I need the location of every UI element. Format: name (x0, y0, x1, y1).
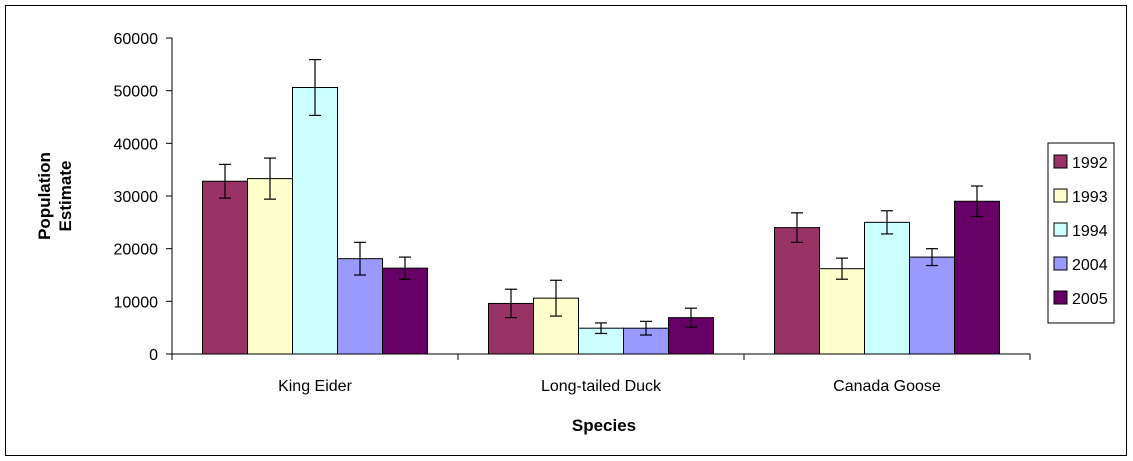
bar-2005-2 (954, 200, 1000, 355)
bar-1994-0 (292, 87, 338, 355)
legend-swatch-1993 (1053, 188, 1068, 203)
y-tick-label-5: 50000 (114, 84, 159, 101)
legend-swatch-2005 (1053, 290, 1068, 305)
bar-2004-2 (909, 256, 955, 355)
x-tick-label-2: Canada Goose (833, 378, 941, 395)
bar-1992-2 (774, 227, 820, 355)
y-tick-label-4: 40000 (114, 136, 159, 153)
legend-label-1994: 1994 (1072, 223, 1108, 240)
y-tick-label-1: 10000 (114, 294, 159, 311)
y-axis-title-line-1: Population (35, 152, 54, 240)
legend-swatch-1994 (1053, 222, 1068, 237)
bar-1992-0 (202, 180, 248, 355)
axis-layer: King Eider Long-tailed Duck Canada Goose 0 1… (114, 31, 1031, 395)
bar-1993-2 (819, 268, 865, 355)
y-tick-label-6: 60000 (114, 31, 159, 48)
legend-label-1993: 1993 (1072, 189, 1108, 206)
chart-frame (5, 5, 1127, 456)
x-tick-label-0: King Eider (278, 378, 352, 395)
y-tick-label-2: 20000 (114, 242, 159, 259)
bar-2005-0 (382, 267, 428, 355)
x-axis-title: Species (572, 416, 636, 435)
legend-label-1992: 1992 (1072, 155, 1108, 172)
legend-label-2005: 2005 (1072, 291, 1108, 308)
legend-label-2004: 2004 (1072, 257, 1108, 274)
y-tick-label-0: 0 (149, 347, 158, 364)
bars-layer (202, 58, 1000, 355)
x-tick-label-1: Long-tailed Duck (541, 378, 662, 395)
bar-1994-2 (864, 221, 910, 355)
legend-swatch-1992 (1053, 154, 1068, 169)
legend: 1992 1993 1994 2004 2005 (1047, 142, 1115, 324)
bar-1993-0 (247, 178, 293, 355)
legend-swatch-2004 (1053, 256, 1068, 271)
y-tick-label-3: 30000 (114, 189, 159, 206)
y-axis-title-line-2: Estimate (56, 161, 75, 232)
